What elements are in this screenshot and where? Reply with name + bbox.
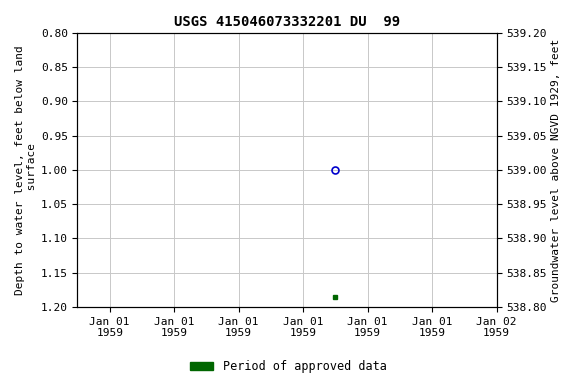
Y-axis label: Depth to water level, feet below land
 surface: Depth to water level, feet below land su… bbox=[15, 45, 37, 295]
Title: USGS 415046073332201 DU  99: USGS 415046073332201 DU 99 bbox=[174, 15, 400, 29]
Y-axis label: Groundwater level above NGVD 1929, feet: Groundwater level above NGVD 1929, feet bbox=[551, 38, 561, 301]
Legend: Period of approved data: Period of approved data bbox=[185, 356, 391, 378]
